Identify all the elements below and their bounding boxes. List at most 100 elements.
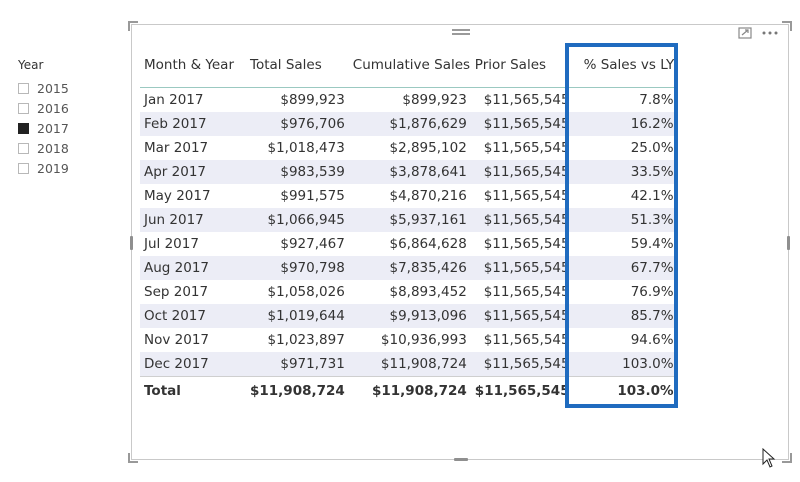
column-header-month[interactable]: Month & Year [144,57,235,73]
table-cell: $9,913,096 [348,304,471,328]
slicer-item[interactable]: 2018 [18,138,108,158]
column-header-total-sales[interactable]: Total Sales [250,57,322,73]
column-header-prior-sales[interactable]: Prior Sales [474,57,547,73]
table-cell: $7,835,426 [348,256,471,280]
table-cell: $1,058,026 [267,284,345,300]
checkbox[interactable] [18,162,29,174]
table-cell: $6,864,628 [389,236,467,252]
slicer-item[interactable]: 2015 [18,78,108,98]
table-row: Apr 2017 $983,539 $3,878,641 $11,565,545 33.… [140,160,678,184]
table-cell: $11,565,545 [470,208,574,232]
slicer-item[interactable]: 2019 [18,158,108,178]
table-row: Dec 2017 $971,731 $11,908,724 $11,565,545 10… [140,352,678,377]
resize-handle-left[interactable] [130,236,133,250]
table-cell: $11,565,545 [470,256,574,280]
total-row: Total $11,908,724 $11,908,724 $11,565,54… [140,376,678,405]
resize-handle-top-right[interactable] [782,21,792,31]
table-cell: $11,565,545 [470,112,574,136]
resize-handle-top-left[interactable] [128,21,138,31]
slicer-item-label: 2018 [37,140,69,156]
table-cell: $11,908,724 [348,352,471,377]
table-row: Aug 2017 $970,798 $7,835,426 $11,565,545 67.… [140,256,678,280]
table-cell: $971,731 [246,352,349,377]
table-cell: $927,467 [280,236,345,252]
table-cell: 59.4% [630,236,674,252]
slicer-item-label: 2015 [37,80,69,96]
total-cell: $11,908,724 [348,376,471,405]
drag-handle[interactable] [452,29,470,39]
table-cell: $5,937,161 [348,208,471,232]
resize-handle-right[interactable] [787,236,790,250]
table-row: Sep 2017 $1,058,026 $8,893,452 $11,565,545 7… [140,280,678,304]
more-options-icon[interactable] [762,31,778,35]
row-label: Jul 2017 [144,236,199,252]
total-cell: $11,565,545 [470,376,574,405]
slicer-item[interactable]: 2017 [18,118,108,138]
table-row: Feb 2017 $976,706 $1,876,629 $11,565,545 16.… [140,112,678,136]
row-label: Mar 2017 [144,140,209,156]
slicer-item-label: 2017 [37,120,69,136]
row-label: May 2017 [144,188,211,204]
checkbox[interactable] [18,102,29,114]
table-row: Jul 2017 $927,467 $6,864,628 $11,565,545 59.… [140,232,678,256]
row-label: Oct 2017 [140,304,246,328]
row-label: Nov 2017 [144,332,209,348]
row-label: Jan 2017 [144,92,204,108]
table-cell: $11,565,545 [483,284,570,300]
focus-mode-icon[interactable] [738,27,752,39]
table-cell: $991,575 [280,188,345,204]
table-cell: $1,018,473 [267,140,345,156]
table-row: Mar 2017 $1,018,473 $2,895,102 $11,565,545 2… [140,136,678,160]
table-cell: 7.8% [639,92,674,108]
table-cell: 42.1% [630,188,674,204]
table-cell: $11,565,545 [483,188,570,204]
resize-handle-bottom[interactable] [454,458,468,461]
slicer-item[interactable]: 2016 [18,98,108,118]
column-header-cumulative-sales[interactable]: Cumulative Sales [352,57,471,73]
table-cell: $983,539 [246,160,349,184]
table-cell: $10,936,993 [380,332,467,348]
table-cell: $1,023,897 [267,332,345,348]
table-cell: $899,923 [402,92,467,108]
resize-handle-bottom-left[interactable] [128,453,138,463]
row-label: Dec 2017 [140,352,246,377]
column-header-pct-sales-vs-ly[interactable]: % Sales vs LY [583,57,675,73]
table-cell: $970,798 [246,256,349,280]
table-cell: $1,019,644 [246,304,349,328]
mouse-cursor-icon [762,448,776,468]
row-label: Sep 2017 [144,284,209,300]
sales-table: Month & Year Total Sales Cumulative Sale… [140,53,678,405]
row-label: Feb 2017 [140,112,246,136]
table-row: May 2017 $991,575 $4,870,216 $11,565,545 42.… [140,184,678,208]
table-cell: $8,893,452 [389,284,467,300]
checkbox[interactable] [18,142,29,154]
table-row: Oct 2017 $1,019,644 $9,913,096 $11,565,545 8… [140,304,678,328]
table-cell: $3,878,641 [348,160,471,184]
slicer-title: Year [18,58,44,72]
table-cell: 76.9% [630,284,674,300]
table-cell: 67.7% [573,256,678,280]
table-visual[interactable]: Month & Year Total Sales Cumulative Sale… [128,21,792,463]
table-cell: 94.6% [630,332,674,348]
table-cell: $11,565,545 [483,332,570,348]
table-cell: 85.7% [573,304,678,328]
row-label: Aug 2017 [140,256,246,280]
table-cell: $11,565,545 [483,92,570,108]
row-label: Apr 2017 [140,160,246,184]
table-cell: 103.0% [573,352,678,377]
table-cell: $11,565,545 [483,236,570,252]
total-cell: $11,908,724 [246,376,349,405]
slicer-item-label: 2016 [37,100,69,116]
table-cell: $11,565,545 [470,160,574,184]
checkbox[interactable] [18,122,29,134]
table-cell: $2,895,102 [389,140,467,156]
slicer-item-label: 2019 [37,160,69,176]
table-cell: $11,565,545 [483,140,570,156]
checkbox[interactable] [18,82,29,94]
table-cell: 51.3% [573,208,678,232]
table-row: Jan 2017 $899,923 $899,923 $11,565,545 7.8% [140,88,678,113]
table-cell: $899,923 [280,92,345,108]
resize-handle-bottom-right[interactable] [782,453,792,463]
table-cell: $11,565,545 [470,304,574,328]
year-slicer: Year 2015 2016 2017 2018 2019 [18,58,108,178]
